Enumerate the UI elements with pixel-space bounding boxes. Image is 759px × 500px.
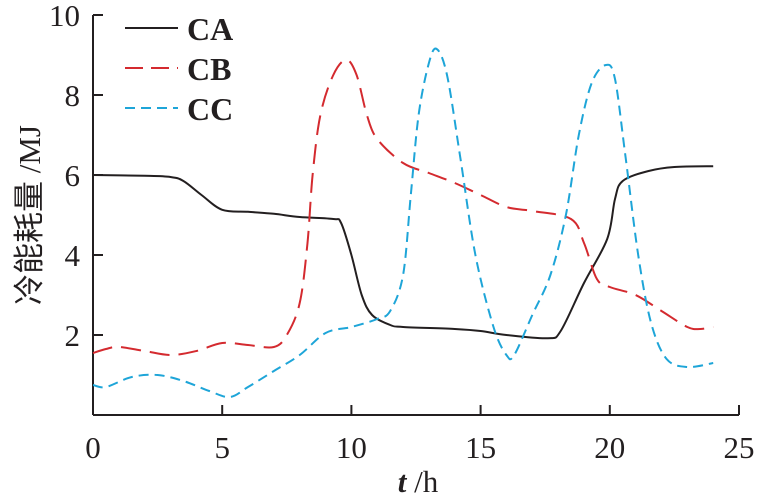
x-axis-label-var: t [398,464,408,499]
axes: 0 5 10 15 20 25 2 4 6 8 10 [49,0,755,465]
x-axis-label: t /h [398,464,439,499]
x-tick-label: 15 [465,430,496,465]
x-tick-label: 20 [594,430,625,465]
x-tick-label: 25 [724,430,755,465]
series-line-ca [92,165,714,340]
x-tick-label: 5 [214,430,230,465]
y-tick-label: 6 [65,158,81,193]
y-tick-label: 10 [49,0,80,33]
series-group [92,47,714,399]
series-line-cb [92,58,714,357]
series-line-cc [92,47,714,399]
y-tick-label: 2 [65,318,81,353]
legend-label-cc: CC [187,91,233,127]
legend: CA CB CC [125,11,233,127]
x-tick-label: 10 [336,430,367,465]
y-tick-label: 4 [65,238,81,273]
legend-label-ca: CA [187,11,233,47]
legend-label-cb: CB [187,51,231,87]
y-axis-label: 冷能耗量 /MJ [12,125,47,305]
x-tick-label: 0 [85,430,101,465]
x-axis-label-unit: /h [406,464,438,499]
y-tick-label: 8 [65,78,81,113]
